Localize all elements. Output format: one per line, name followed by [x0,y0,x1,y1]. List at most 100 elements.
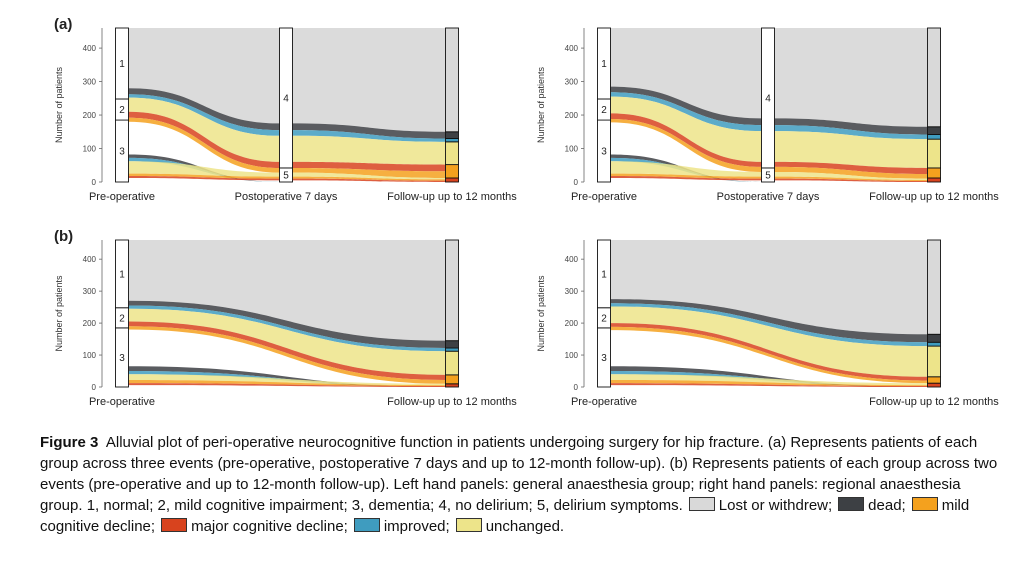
flow-improved [610,303,928,347]
y-tick-label: 100 [83,351,97,360]
panel-label-b: (b) [54,228,74,245]
panel-label-a: (a) [54,16,73,33]
stratum-box [927,382,941,388]
flow-dead [292,123,446,139]
stratum-box [445,350,459,376]
stratum-label-1: 1 [601,59,607,70]
alluvial-chart-b-left: 0 100 200 300 400 Number of patients 3 2 1 Pre-op… [54,239,517,408]
stratum-label-3: 3 [119,353,125,364]
stratum-box [445,131,459,139]
x-axis-label: Pre-operative [571,191,637,203]
flow-lost [128,28,280,124]
legend-swatch-lost [688,497,715,511]
flow-dead [128,88,280,131]
flow-improved [774,125,928,140]
flow-lost [292,28,446,132]
y-tick-label: 200 [565,319,579,328]
stratum-box [445,340,459,349]
flow-dead [610,86,762,126]
caption-title: Figure 3 [40,434,99,451]
stratum-box [927,27,941,128]
legend-label-unchanged: unchanged. [485,518,565,535]
flow-dead [610,366,928,387]
y-axis-label: Number of patients [536,275,546,352]
y-tick-label: 300 [565,287,579,296]
legend-label-improved: improved; [383,518,450,535]
flow-improved [610,157,762,182]
flow-lost [774,28,928,127]
stratum-label-1: 1 [119,269,125,280]
stratum-box [597,27,611,100]
stratum-box [445,177,459,183]
stratum-label-2: 2 [119,313,125,324]
stratum-label-4: 4 [765,93,771,104]
y-tick-label: 0 [92,178,97,187]
flow-unchanged [774,171,928,180]
y-tick-label: 300 [565,78,579,87]
flow-major [774,178,928,182]
stratum-box [927,345,941,378]
flow-major [610,323,928,381]
flow-lost [610,240,928,335]
flow-unchanged [292,135,446,165]
flow-unchanged [610,96,762,162]
flow-unchanged [292,172,446,180]
flow-major [774,161,928,174]
stratum-box [115,239,129,309]
y-tick-label: 100 [83,145,97,154]
flow-mild [128,173,280,179]
flow-dead [128,366,446,387]
x-axis-label: Follow-up up to 12 months [869,191,999,203]
flow-major [128,175,280,181]
flow-improved [610,92,762,132]
flow-improved [128,157,280,182]
stratum-box [445,347,459,352]
stratum-box [927,333,941,343]
flow-mild [128,379,446,387]
x-axis-label: Pre-operative [89,191,155,203]
stratum-box [927,239,941,335]
flow-mild [610,119,762,172]
flow-major [292,178,446,182]
flow-improved [128,94,280,136]
y-tick-label: 300 [83,78,97,87]
stratum-box [927,167,941,179]
stratum-label-2: 2 [601,313,607,324]
flow-mild [610,326,928,384]
y-tick-label: 400 [83,44,97,53]
flow-mild [610,173,762,179]
alluvial-chart-a-left: 0 100 200 300 400 Number of patients 3 2 1 5 4 Pre-… [54,27,517,203]
legend-swatch-mild [911,497,938,511]
x-axis-label: Follow-up up to 12 months [387,396,517,408]
flow-improved [128,305,446,352]
stratum-box [927,177,941,183]
legend-label-lost: Lost or withdrew; [718,497,833,514]
stratum-box [927,126,941,135]
stratum-label-3: 3 [119,147,125,158]
flow-major [128,111,280,168]
flow-unchanged [128,161,280,177]
y-tick-label: 0 [574,178,579,187]
flow-major [610,113,762,167]
y-axis-label: Number of patients [54,275,64,352]
stratum-label-5: 5 [765,170,771,181]
x-axis-label: Postoperative 7 days [235,191,338,203]
stratum-box [445,27,459,133]
stratum-box [927,138,941,169]
flow-improved [292,130,446,142]
stratum-box [279,27,293,169]
stratum-label-2: 2 [601,105,607,116]
x-axis-label: Postoperative 7 days [717,191,820,203]
x-axis-label: Follow-up up to 12 months [869,396,999,408]
flow-unchanged [128,308,446,375]
flow-unchanged [610,306,928,377]
y-tick-label: 400 [565,255,579,264]
stratum-label-1: 1 [601,269,607,280]
flow-major [292,161,446,172]
legend-swatch-major [161,518,188,532]
stratum-box [597,239,611,309]
flow-unchanged [128,374,446,386]
flow-mild [774,166,928,179]
stratum-label-3: 3 [601,353,607,364]
y-tick-label: 200 [565,111,579,120]
